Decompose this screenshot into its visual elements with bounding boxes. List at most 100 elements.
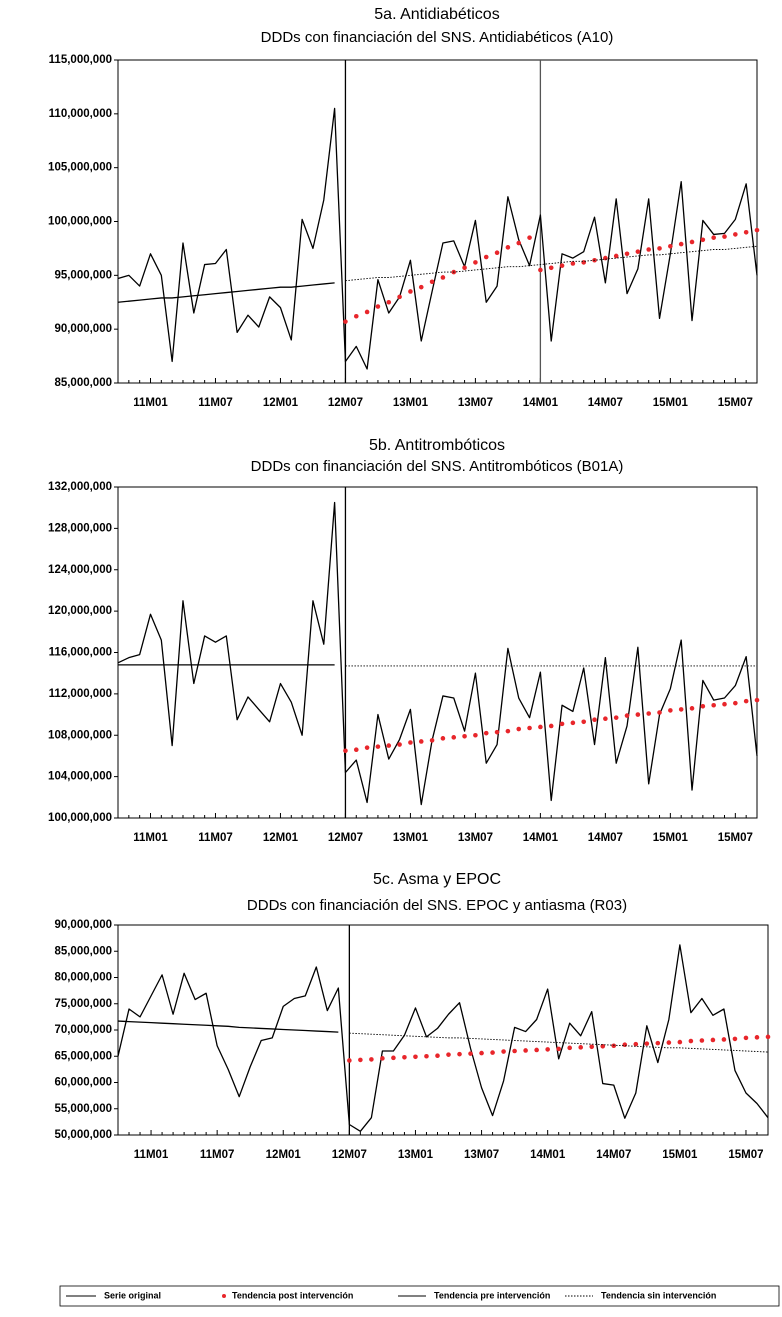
x-tick-label: 14M07	[588, 832, 623, 844]
trend-dot	[570, 261, 576, 266]
trend-dot	[700, 703, 706, 709]
trend-dot	[353, 313, 359, 319]
trend-dot	[413, 1054, 418, 1060]
trend-dot	[613, 715, 619, 720]
x-tick-label: 11M01	[133, 397, 168, 409]
trend-dot	[611, 1043, 617, 1049]
y-tick-label: 124,000,000	[48, 564, 112, 576]
trend-dot	[538, 267, 543, 273]
trend-dot	[418, 739, 424, 744]
trend-dot	[424, 1053, 429, 1059]
trend-dot	[677, 1039, 683, 1045]
trend-dot	[402, 1055, 407, 1060]
x-tick-label: 14M07	[588, 397, 623, 409]
y-tick-label: 75,000,000	[54, 998, 112, 1010]
series-line	[117, 944, 769, 1132]
chart-title: 5b. Antitrombóticos	[369, 437, 505, 454]
x-tick-label: 13M01	[393, 397, 429, 409]
trend-dot	[343, 748, 348, 754]
y-tick-label: 100,000,000	[48, 216, 112, 228]
trend-dot	[644, 1041, 650, 1046]
trend-dot	[743, 698, 749, 704]
trend-dot	[678, 707, 684, 712]
trend-dot	[440, 736, 446, 741]
y-tick-label: 90,000,000	[54, 919, 112, 931]
trend-dot	[545, 1047, 550, 1052]
trend-dot	[733, 232, 738, 237]
trend-dot	[512, 1048, 517, 1054]
series-line	[349, 1032, 769, 1053]
y-tick-label: 128,000,000	[48, 522, 112, 534]
y-tick-label: 95,000,000	[54, 269, 112, 281]
trend-dot	[380, 1056, 385, 1061]
x-tick-label: 12M07	[328, 832, 363, 844]
chart-title: 5c. Asma y EPOC	[373, 871, 501, 888]
y-tick-label: 104,000,000	[48, 771, 112, 783]
trend-dot	[490, 1050, 495, 1055]
trend-dot	[440, 275, 446, 280]
legend-label: Tendencia post intervención	[232, 1290, 353, 1300]
trend-dot	[600, 1043, 606, 1049]
y-tick-label: 100,000,000	[48, 812, 112, 824]
trend-dot	[624, 251, 630, 257]
trend-dot	[483, 730, 489, 736]
trend-dot	[479, 1050, 484, 1056]
y-tick-label: 60,000,000	[54, 1077, 112, 1089]
legend-label: Serie original	[104, 1290, 161, 1300]
x-tick-label: 11M01	[133, 832, 168, 844]
trend-dot	[494, 729, 500, 735]
x-tick-label: 11M07	[198, 397, 233, 409]
trend-dot	[589, 1044, 595, 1050]
trend-dot	[364, 745, 370, 750]
trend-dot	[765, 1034, 771, 1040]
y-tick-label: 85,000,000	[54, 945, 112, 957]
legend-swatch	[222, 1294, 226, 1298]
trend-dot	[711, 702, 716, 708]
legend-label: Tendencia sin intervención	[601, 1290, 716, 1300]
trend-dot	[457, 1051, 462, 1057]
trend-dot	[505, 728, 511, 734]
y-tick-label: 115,000,000	[49, 54, 112, 66]
trend-dot	[451, 735, 457, 740]
trend-dot	[523, 1048, 528, 1053]
trend-dot	[668, 243, 673, 249]
trend-dot	[516, 240, 522, 246]
x-tick-label: 11M01	[134, 1149, 169, 1161]
trend-dot	[501, 1049, 506, 1054]
trend-dot	[408, 289, 413, 294]
trend-dot	[559, 721, 565, 727]
legend-label: Tendencia pre intervención	[434, 1290, 550, 1300]
trend-dot	[700, 237, 706, 243]
trend-dot	[408, 740, 413, 745]
trend-dot	[483, 254, 489, 260]
trend-dot	[538, 724, 543, 730]
x-tick-label: 15M07	[728, 1149, 763, 1161]
x-tick-label: 14M01	[523, 397, 559, 409]
trend-dot	[559, 263, 565, 268]
trend-dot	[567, 1045, 572, 1051]
trend-dot	[534, 1047, 539, 1053]
y-tick-label: 50,000,000	[54, 1129, 112, 1141]
x-tick-label: 15M01	[662, 1149, 698, 1161]
trend-dot	[613, 253, 619, 259]
trend-dot	[548, 723, 554, 729]
trend-dot	[468, 1051, 473, 1056]
trend-dot	[754, 1035, 760, 1040]
trend-dot	[473, 260, 478, 265]
y-tick-label: 105,000,000	[48, 162, 112, 174]
chart-subtitle: DDDs con financiación del SNS. Antitromb…	[251, 458, 624, 475]
trend-dot	[646, 247, 651, 252]
legend-box	[59, 1285, 780, 1307]
trend-dot	[353, 747, 359, 753]
y-tick-label: 132,000,000	[48, 481, 112, 493]
series-line	[117, 501, 758, 806]
trend-dot	[462, 733, 467, 739]
x-tick-label: 15M07	[718, 832, 753, 844]
trend-dot	[494, 250, 500, 256]
trend-dot	[375, 744, 381, 749]
trend-dot	[689, 239, 695, 245]
trend-dot	[581, 719, 587, 725]
